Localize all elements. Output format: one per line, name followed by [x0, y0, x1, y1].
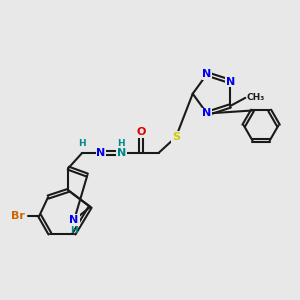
Text: H: H — [78, 139, 86, 148]
Text: S: S — [172, 132, 180, 142]
Text: N: N — [226, 76, 235, 86]
Text: H: H — [117, 139, 125, 148]
Text: N: N — [116, 148, 126, 158]
Text: O: O — [137, 127, 146, 137]
Text: N: N — [70, 215, 79, 225]
Text: CH₃: CH₃ — [247, 93, 265, 102]
Text: H: H — [70, 226, 77, 235]
Text: N: N — [202, 109, 212, 118]
Text: N: N — [202, 69, 212, 79]
Text: N: N — [96, 148, 106, 158]
Text: Br: Br — [11, 211, 25, 220]
